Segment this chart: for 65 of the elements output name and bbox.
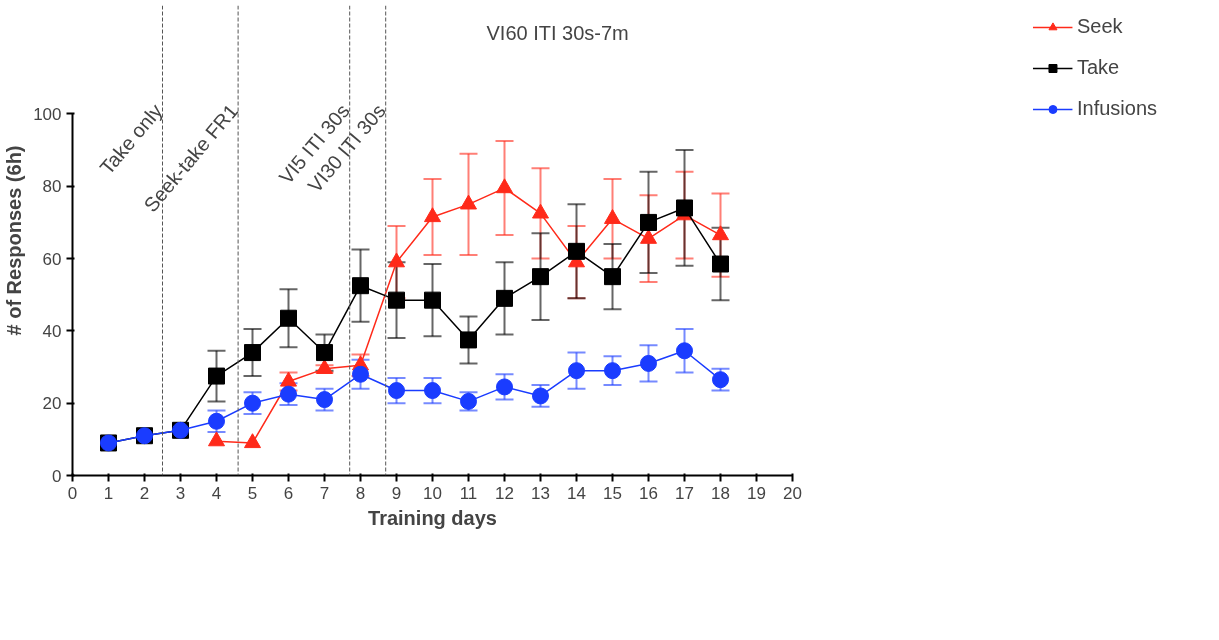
point bbox=[496, 378, 513, 396]
y-axis-title: # of Responses (6h) bbox=[3, 145, 26, 336]
x-tick-label: 20 bbox=[783, 483, 802, 503]
y-tick-label: 0 bbox=[52, 466, 62, 486]
point bbox=[676, 342, 693, 360]
x-tick-label: 2 bbox=[139, 483, 150, 503]
ref-line-label: Take only bbox=[95, 99, 167, 179]
point bbox=[496, 178, 513, 194]
legend-label: Infusions bbox=[1076, 97, 1158, 120]
point bbox=[712, 255, 729, 273]
point bbox=[460, 194, 477, 210]
legend-label: Seek bbox=[1076, 15, 1123, 38]
x-tick-label: 17 bbox=[675, 483, 694, 503]
x-tick-label: 19 bbox=[747, 483, 766, 503]
y-tick-label: 80 bbox=[42, 177, 62, 197]
point bbox=[640, 354, 657, 372]
x-tick-label: 16 bbox=[639, 483, 658, 503]
point bbox=[424, 291, 441, 309]
x-tick-label: 1 bbox=[103, 483, 114, 503]
point bbox=[388, 291, 405, 309]
x-tick-label: 8 bbox=[355, 483, 366, 503]
x-tick-label: 5 bbox=[247, 483, 258, 503]
point bbox=[496, 289, 513, 307]
x-tick-label: 12 bbox=[495, 483, 514, 503]
y-tick-label: 40 bbox=[42, 321, 62, 341]
point bbox=[208, 367, 225, 385]
point bbox=[532, 203, 549, 219]
point bbox=[388, 252, 405, 268]
point bbox=[604, 268, 621, 286]
x-tick-label: 9 bbox=[391, 483, 402, 503]
point bbox=[640, 213, 657, 231]
point bbox=[424, 207, 441, 223]
point bbox=[352, 277, 369, 295]
point bbox=[640, 228, 657, 244]
point bbox=[352, 365, 369, 383]
x-tick-label: 3 bbox=[175, 483, 186, 503]
point bbox=[280, 309, 297, 327]
x-tick-label: 15 bbox=[603, 483, 622, 503]
y-tick-label: 100 bbox=[33, 104, 62, 124]
point bbox=[388, 382, 405, 400]
x-tick-label: 6 bbox=[283, 483, 294, 503]
x-tick-label: 4 bbox=[211, 483, 222, 503]
y-tick-label: 20 bbox=[42, 394, 62, 414]
point bbox=[568, 242, 585, 260]
x-tick-label: 10 bbox=[423, 483, 442, 503]
y-tick-label: 60 bbox=[42, 249, 62, 269]
point bbox=[460, 331, 477, 349]
x-tick-label: 0 bbox=[67, 483, 78, 503]
text: VI60 ITI 30s-7m bbox=[486, 21, 629, 44]
x-tick-label: 18 bbox=[711, 483, 730, 503]
point bbox=[316, 344, 333, 362]
x-axis-title: Training days bbox=[368, 506, 497, 529]
x-tick-label: 7 bbox=[319, 483, 330, 503]
x-tick-label: 14 bbox=[567, 483, 586, 503]
x-tick-label: 13 bbox=[531, 483, 550, 503]
point bbox=[424, 382, 441, 400]
point bbox=[532, 268, 549, 286]
point bbox=[604, 362, 621, 380]
point bbox=[568, 362, 585, 380]
point bbox=[712, 225, 729, 241]
x-tick-label: 11 bbox=[459, 483, 478, 503]
point bbox=[604, 209, 621, 224]
point bbox=[244, 344, 261, 362]
point bbox=[676, 199, 693, 217]
legend-label: Take bbox=[1076, 56, 1120, 79]
